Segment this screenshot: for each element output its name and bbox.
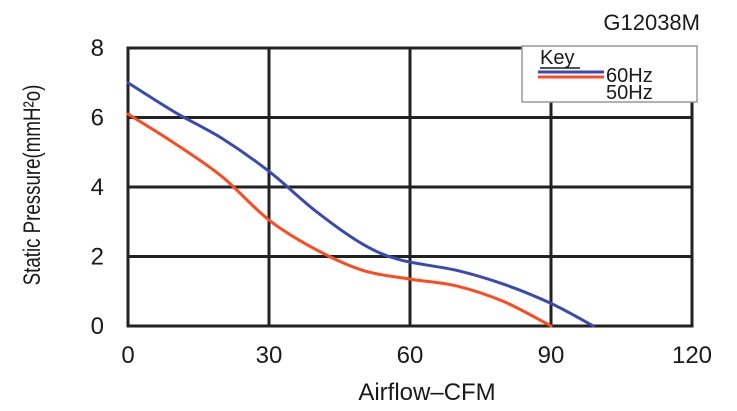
x-axis-title: Airflow–CFM: [358, 379, 495, 406]
y-tick-label: 0: [91, 313, 104, 340]
plot-frame: [126, 46, 694, 328]
y-tick-label: 4: [91, 174, 104, 201]
legend-label-60hz: 60Hz: [606, 65, 653, 87]
series-line-60hz: [126, 81, 595, 328]
chart-title: G12038M: [603, 10, 700, 35]
y-tick-label: 2: [91, 244, 104, 271]
tick-labels: 0 30 60 90 120 0 2 4 6 8: [91, 35, 712, 369]
x-tick-label: 0: [121, 342, 134, 369]
x-tick-label: 90: [538, 342, 565, 369]
x-tick-label: 60: [397, 342, 424, 369]
x-tick-label: 120: [672, 342, 712, 369]
y-tick-label: 6: [91, 105, 104, 132]
legend: Key 60Hz 50Hz: [521, 45, 698, 104]
series-line-50hz: [126, 112, 553, 328]
series-layer: [126, 81, 595, 328]
y-tick-label: 8: [91, 35, 104, 62]
legend-title: Key: [540, 47, 574, 69]
y-axis-title: Static Pressure(mmH²o): [19, 85, 46, 286]
legend-box: [521, 45, 698, 103]
legend-label-50hz: 50Hz: [606, 82, 653, 104]
x-tick-label: 30: [256, 342, 283, 369]
